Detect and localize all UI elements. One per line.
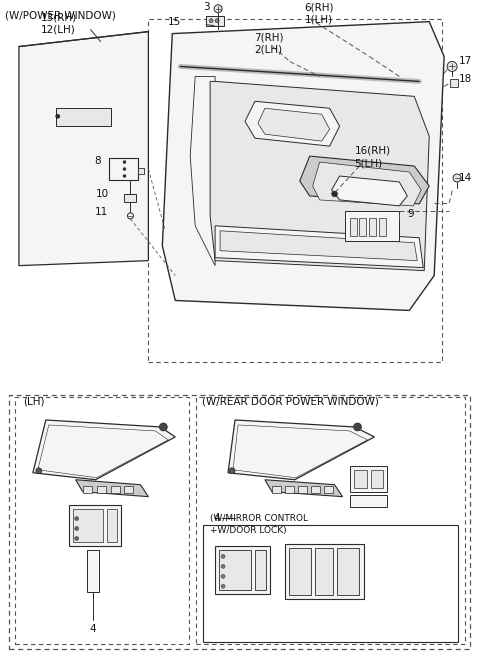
Bar — [349, 218, 357, 235]
Bar — [138, 168, 144, 174]
Bar — [372, 470, 384, 488]
Circle shape — [214, 5, 222, 12]
Polygon shape — [258, 109, 330, 141]
Polygon shape — [162, 22, 444, 311]
Circle shape — [123, 161, 126, 164]
Circle shape — [354, 423, 361, 431]
Bar — [285, 486, 294, 492]
Bar — [108, 158, 138, 180]
Text: (LH): (LH) — [23, 396, 45, 406]
Circle shape — [221, 555, 225, 559]
Circle shape — [221, 564, 225, 568]
Text: 7(RH)
2(LH): 7(RH) 2(LH) — [254, 32, 284, 55]
Circle shape — [229, 468, 235, 473]
Text: 13(RH)
12(LH): 13(RH) 12(LH) — [41, 12, 77, 35]
Circle shape — [128, 213, 133, 219]
Bar — [203, 525, 458, 642]
Text: 17: 17 — [459, 56, 472, 67]
Polygon shape — [215, 226, 423, 267]
Bar — [96, 486, 106, 492]
Text: 16(RH)
5(LH): 16(RH) 5(LH) — [355, 146, 391, 168]
Bar — [360, 218, 366, 235]
Bar — [69, 505, 120, 547]
Bar — [148, 19, 442, 362]
Circle shape — [215, 19, 219, 23]
Bar — [336, 549, 359, 595]
Bar — [9, 395, 470, 649]
Bar — [83, 486, 92, 492]
Text: (W/POWER WINDOW): (W/POWER WINDOW) — [5, 10, 116, 21]
Circle shape — [123, 175, 126, 177]
Text: 4: 4 — [214, 513, 220, 523]
Polygon shape — [228, 420, 374, 480]
Circle shape — [332, 191, 337, 197]
Circle shape — [56, 114, 60, 118]
Bar — [206, 16, 224, 26]
Polygon shape — [76, 480, 148, 496]
Polygon shape — [312, 162, 421, 206]
Polygon shape — [450, 79, 458, 88]
Bar — [349, 466, 387, 492]
Bar — [345, 211, 399, 241]
Text: 15: 15 — [168, 16, 181, 27]
Bar — [72, 509, 103, 542]
Circle shape — [123, 167, 126, 171]
Bar — [56, 109, 110, 126]
Text: 18: 18 — [459, 75, 472, 84]
Bar — [354, 470, 368, 488]
Bar — [311, 486, 320, 492]
Circle shape — [75, 536, 79, 540]
Circle shape — [447, 61, 457, 71]
Bar — [298, 486, 307, 492]
Text: 9: 9 — [408, 209, 414, 219]
Polygon shape — [220, 231, 417, 261]
Circle shape — [75, 517, 79, 521]
Text: 8: 8 — [94, 156, 101, 166]
Bar — [124, 194, 136, 202]
Polygon shape — [245, 101, 339, 146]
Text: (W/REAR DOOR POWER WINDOW): (W/REAR DOOR POWER WINDOW) — [202, 396, 379, 406]
Text: 3: 3 — [203, 2, 209, 12]
Bar — [196, 397, 465, 644]
Bar — [110, 486, 120, 492]
Text: 6(RH)
1(LH): 6(RH) 1(LH) — [305, 3, 334, 25]
Bar — [15, 397, 189, 644]
Circle shape — [453, 174, 461, 182]
Bar — [315, 549, 333, 595]
Polygon shape — [210, 81, 429, 271]
Polygon shape — [332, 176, 408, 206]
Bar — [379, 218, 386, 235]
Circle shape — [221, 574, 225, 578]
Bar — [87, 551, 98, 593]
Text: (W/MIRROR CONTROL
+W/DOOR LOCK): (W/MIRROR CONTROL +W/DOOR LOCK) — [210, 515, 308, 534]
Bar — [255, 551, 266, 591]
Circle shape — [221, 584, 225, 589]
Text: 14: 14 — [459, 173, 472, 183]
Bar — [219, 551, 251, 591]
Polygon shape — [33, 420, 175, 480]
Bar — [124, 486, 133, 492]
Bar — [370, 218, 376, 235]
Bar — [272, 486, 281, 492]
Bar — [215, 547, 270, 594]
Polygon shape — [19, 31, 148, 266]
Circle shape — [159, 423, 168, 431]
Circle shape — [36, 468, 42, 473]
Bar — [289, 549, 311, 595]
Polygon shape — [300, 156, 429, 204]
Text: 11: 11 — [96, 207, 108, 217]
Circle shape — [75, 526, 79, 530]
Bar — [107, 509, 117, 542]
Bar — [285, 545, 364, 599]
Circle shape — [209, 19, 213, 23]
Bar — [324, 486, 333, 492]
Bar — [349, 494, 387, 507]
Text: 10: 10 — [96, 189, 108, 199]
Text: 4: 4 — [89, 624, 96, 634]
Polygon shape — [265, 480, 343, 496]
